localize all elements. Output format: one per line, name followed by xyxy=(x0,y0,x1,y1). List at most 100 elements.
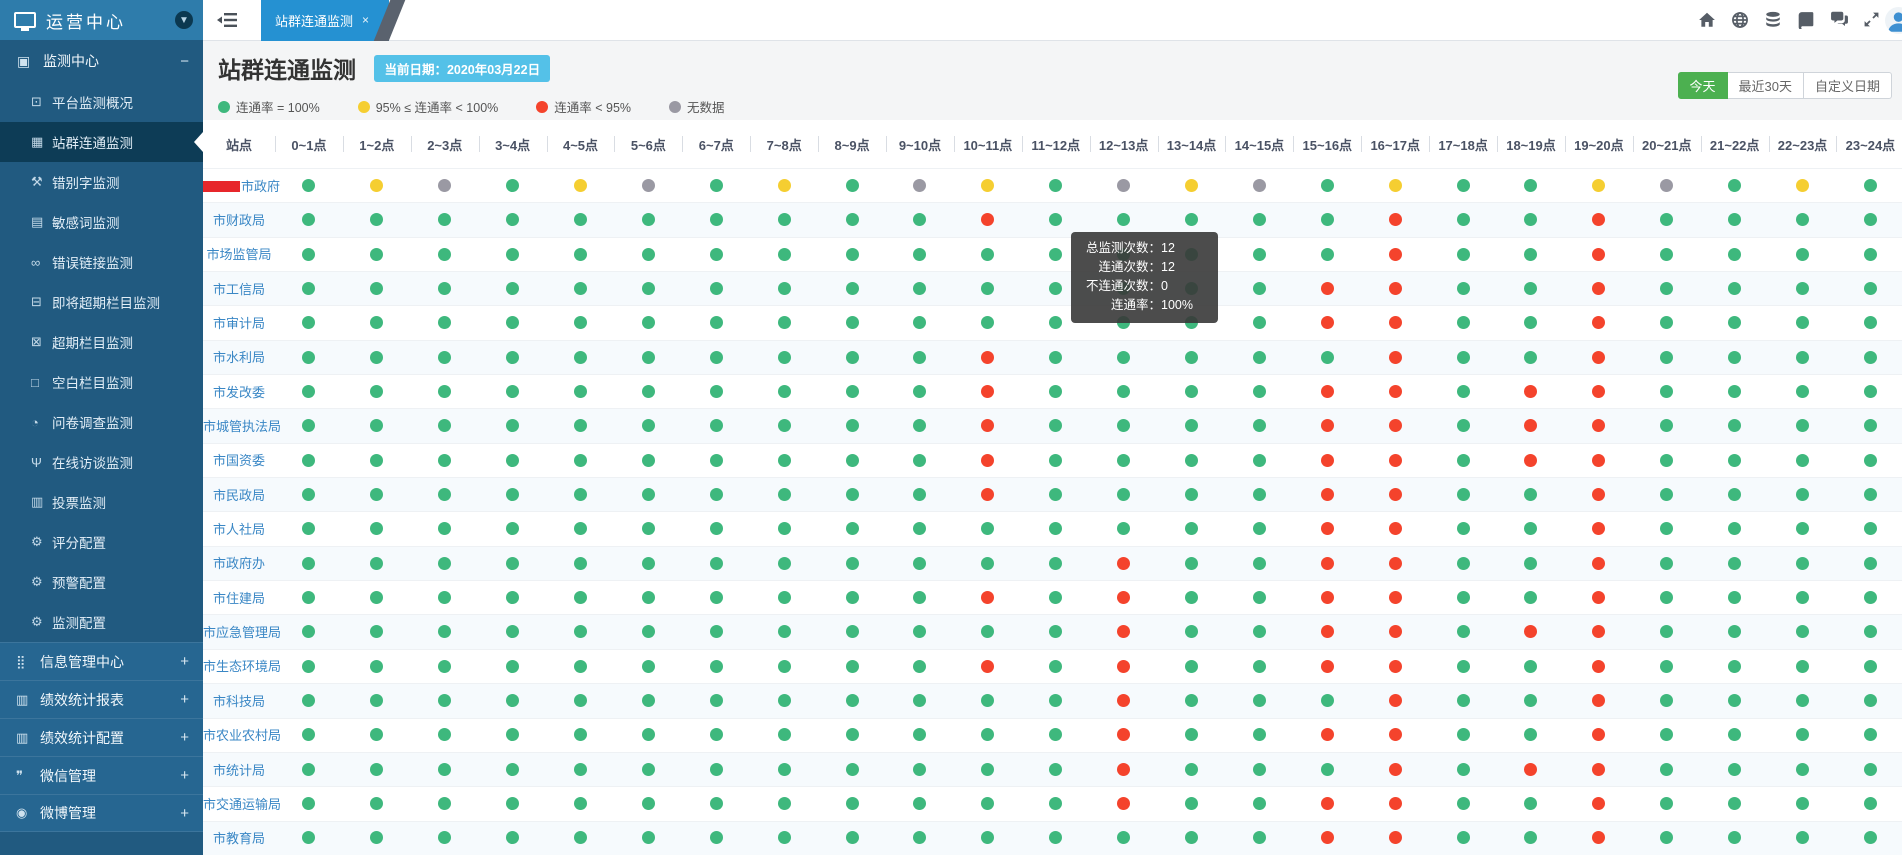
status-dot-g[interactable] xyxy=(1660,522,1674,536)
status-dot-g[interactable] xyxy=(1660,831,1674,845)
status-dot-g[interactable] xyxy=(438,385,452,398)
status-dot-g[interactable] xyxy=(1728,350,1742,364)
status-dot-g[interactable] xyxy=(1524,213,1538,227)
status-dot-g[interactable] xyxy=(1728,488,1742,502)
status-dot-g[interactable] xyxy=(641,488,655,502)
status-dot-g[interactable] xyxy=(1320,213,1334,227)
status-dot-g[interactable] xyxy=(1660,797,1674,811)
status-dot-r[interactable] xyxy=(1320,419,1334,433)
status-dot-g[interactable] xyxy=(574,419,587,433)
status-dot-g[interactable] xyxy=(438,247,452,261)
status-dot-g[interactable] xyxy=(506,625,520,639)
status-dot-g[interactable] xyxy=(1252,762,1266,776)
site-name-link[interactable]: 市政府办 xyxy=(212,556,265,572)
status-dot-g[interactable] xyxy=(913,762,927,776)
status-dot-g[interactable] xyxy=(913,556,927,570)
toggle-sidebar-icon[interactable] xyxy=(217,12,237,28)
status-dot-g[interactable] xyxy=(1185,831,1199,845)
status-dot-g[interactable] xyxy=(1660,213,1674,227)
status-dot-g[interactable] xyxy=(1049,385,1063,398)
status-dot-g[interactable] xyxy=(1456,556,1470,570)
status-dot-g[interactable] xyxy=(777,797,791,811)
status-dot-g[interactable] xyxy=(845,419,859,433)
status-dot-g[interactable] xyxy=(709,488,723,502)
status-dot-g[interactable] xyxy=(302,178,316,192)
status-dot-g[interactable] xyxy=(302,213,316,227)
status-dot-g[interactable] xyxy=(1252,213,1266,227)
site-name-link[interactable]: 市水利局 xyxy=(212,350,265,366)
site-name-link[interactable]: 市教育局 xyxy=(212,831,265,847)
status-dot-g[interactable] xyxy=(370,694,384,708)
tab-close-icon[interactable]: × xyxy=(362,13,370,27)
status-dot-r[interactable] xyxy=(1592,591,1606,605)
status-dot-r[interactable] xyxy=(1592,797,1606,811)
status-dot-g[interactable] xyxy=(1863,762,1877,776)
status-dot-g[interactable] xyxy=(913,419,927,433)
status-dot-g[interactable] xyxy=(302,659,316,673)
status-dot-g[interactable] xyxy=(981,247,995,261)
status-dot-r[interactable] xyxy=(1592,488,1606,502)
status-dot-r[interactable] xyxy=(1388,385,1402,398)
status-dot-r[interactable] xyxy=(1592,522,1606,536)
status-dot-g[interactable] xyxy=(1796,419,1810,433)
status-dot-g[interactable] xyxy=(777,247,791,261)
status-dot-g[interactable] xyxy=(1796,625,1810,639)
status-dot-g[interactable] xyxy=(574,728,587,742)
status-dot-g[interactable] xyxy=(777,316,791,330)
status-dot-g[interactable] xyxy=(370,556,384,570)
status-dot-n[interactable] xyxy=(641,178,655,192)
sidebar-item-平台监测概况[interactable]: ⊡ 平台监测概况 xyxy=(0,82,203,122)
status-dot-g[interactable] xyxy=(1728,281,1742,295)
status-dot-r[interactable] xyxy=(1592,728,1606,742)
status-dot-g[interactable] xyxy=(1185,625,1199,639)
status-dot-g[interactable] xyxy=(1728,591,1742,605)
status-dot-g[interactable] xyxy=(574,694,587,708)
sidebar-item-问卷调查监测[interactable]: ◔ 问卷调查监测 xyxy=(0,402,203,442)
status-dot-r[interactable] xyxy=(1388,281,1402,295)
site-name-link[interactable]: 市生态环境局 xyxy=(203,659,282,675)
status-dot-g[interactable] xyxy=(845,728,859,742)
status-dot-g[interactable] xyxy=(438,831,452,845)
status-dot-g[interactable] xyxy=(574,247,587,261)
status-dot-g[interactable] xyxy=(1796,762,1810,776)
status-dot-g[interactable] xyxy=(1252,316,1266,330)
status-dot-g[interactable] xyxy=(506,213,520,227)
status-dot-g[interactable] xyxy=(1049,522,1063,536)
status-dot-g[interactable] xyxy=(1185,385,1199,398)
status-dot-g[interactable] xyxy=(370,831,384,845)
status-dot-g[interactable] xyxy=(302,556,316,570)
status-dot-r[interactable] xyxy=(1320,281,1334,295)
status-dot-g[interactable] xyxy=(1863,831,1877,845)
collapse-minus-icon[interactable]: − xyxy=(180,52,189,70)
status-dot-g[interactable] xyxy=(1185,728,1199,742)
status-dot-r[interactable] xyxy=(1388,350,1402,364)
status-dot-g[interactable] xyxy=(709,694,723,708)
status-dot-g[interactable] xyxy=(913,522,927,536)
status-dot-g[interactable] xyxy=(777,385,791,398)
status-dot-g[interactable] xyxy=(981,625,995,639)
status-dot-g[interactable] xyxy=(1185,213,1199,227)
status-dot-g[interactable] xyxy=(709,591,723,605)
status-dot-g[interactable] xyxy=(1728,762,1742,776)
status-dot-g[interactable] xyxy=(1320,694,1334,708)
status-dot-g[interactable] xyxy=(1185,591,1199,605)
status-dot-g[interactable] xyxy=(1456,659,1470,673)
status-dot-r[interactable] xyxy=(1320,591,1334,605)
site-name-link[interactable]: 市国资委 xyxy=(212,453,265,469)
status-dot-r[interactable] xyxy=(981,350,995,364)
status-dot-g[interactable] xyxy=(845,213,859,227)
expand-plus-icon[interactable]: + xyxy=(180,653,189,670)
status-dot-n[interactable] xyxy=(1117,178,1131,192)
status-dot-g[interactable] xyxy=(1660,591,1674,605)
status-dot-g[interactable] xyxy=(1456,316,1470,330)
status-dot-g[interactable] xyxy=(1524,694,1538,708)
status-dot-g[interactable] xyxy=(1320,178,1334,192)
status-dot-g[interactable] xyxy=(1049,213,1063,227)
sidebar-collapse-button[interactable]: ▼ xyxy=(175,11,193,29)
sidebar-item-站群连通监测[interactable]: ▦ 站群连通监测 xyxy=(0,122,203,162)
status-dot-g[interactable] xyxy=(777,831,791,845)
status-dot-g[interactable] xyxy=(777,281,791,295)
status-dot-r[interactable] xyxy=(981,453,995,467)
site-name-link[interactable]: 市城管执法局 xyxy=(203,419,282,435)
status-dot-g[interactable] xyxy=(981,281,995,295)
